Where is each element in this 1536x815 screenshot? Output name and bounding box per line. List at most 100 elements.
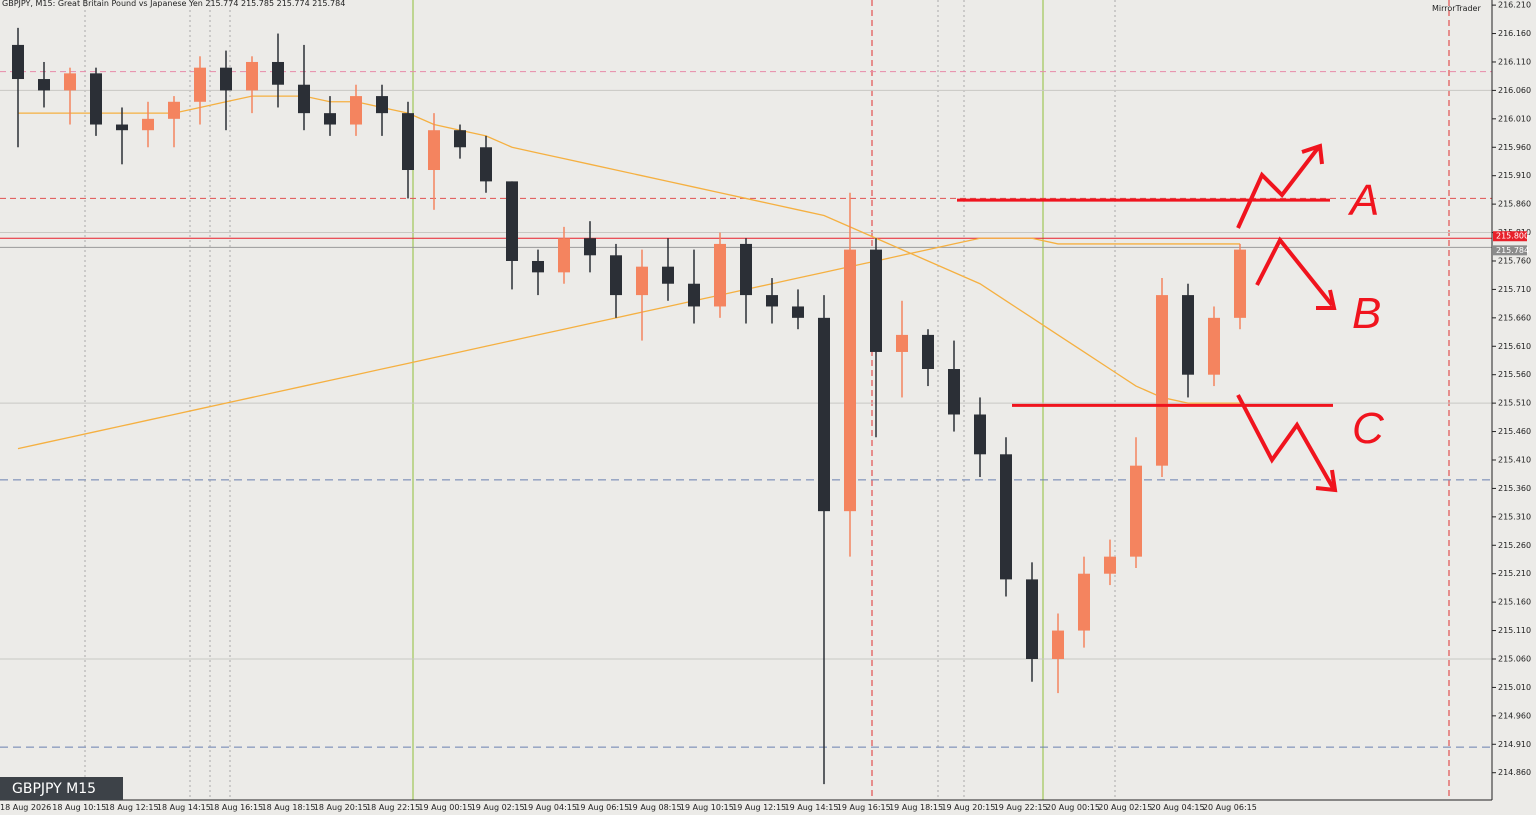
- candle-body: [272, 61, 284, 85]
- candle-body: [584, 238, 596, 256]
- chart-title: GBPJPY, M15: Great Britain Pound vs Japa…: [2, 0, 345, 8]
- x-tick-label: 19 Aug 14:15: [785, 803, 839, 812]
- y-tick-label: 215.210: [1498, 569, 1531, 578]
- candle-body: [610, 255, 622, 296]
- price-tag-label: 215.800: [1496, 232, 1529, 241]
- y-tick-label: 215.710: [1498, 285, 1531, 294]
- y-axis-ticks: 216.210 216.160 216.110 216.060 216.010 215.9…: [1492, 1, 1531, 777]
- y-tick-label: 215.410: [1498, 455, 1531, 464]
- arrow-down: [1236, 394, 1338, 493]
- candle-body: [844, 249, 856, 512]
- x-tick-label: 18 Aug 12:15: [105, 803, 159, 812]
- candle-body: [376, 96, 388, 114]
- candle-body: [142, 118, 154, 131]
- candle-body: [1130, 465, 1142, 557]
- candle-body: [636, 266, 648, 296]
- y-tick-label: 215.660: [1498, 313, 1531, 322]
- x-tick-label: 19 Aug 10:15: [680, 803, 734, 812]
- annotations: A B C: [957, 143, 1385, 493]
- watermark: MirrorTrader: [1432, 4, 1481, 13]
- x-tick-label: 19 Aug 02:15: [471, 803, 525, 812]
- candle-body: [246, 61, 258, 91]
- x-tick-label: 19 Aug 22:15: [994, 803, 1048, 812]
- x-tick-label: 18 Aug 22:15: [366, 803, 420, 812]
- y-tick-label: 216.210: [1498, 1, 1531, 10]
- x-tick-label: 18 Aug 18:15: [262, 803, 316, 812]
- y-tick-label: 215.560: [1498, 370, 1531, 379]
- candle-body: [350, 96, 362, 125]
- x-tick-label: 19 Aug 00:15: [418, 803, 472, 812]
- candle-body: [12, 44, 24, 80]
- candle-body: [194, 67, 206, 102]
- candle-body: [402, 113, 414, 171]
- x-tick-label: 20 Aug 02:15: [1098, 803, 1152, 812]
- x-tick-label: 18 Aug 10:15: [52, 803, 106, 812]
- y-tick-label: 215.910: [1498, 171, 1531, 180]
- y-tick-label: 215.260: [1498, 541, 1531, 550]
- symbol-label: GBPJPY M15: [12, 781, 96, 797]
- candle-body: [454, 130, 466, 148]
- x-tick-label: 19 Aug 08:15: [628, 803, 682, 812]
- x-tick-label: 18 Aug 2026: [0, 803, 51, 812]
- candle-body: [428, 130, 440, 171]
- candle-body: [220, 67, 232, 91]
- y-tick-label: 215.610: [1498, 342, 1531, 351]
- candle-body: [38, 79, 50, 91]
- candle-body: [714, 243, 726, 307]
- candle-body: [1052, 630, 1064, 659]
- candle-body: [116, 124, 128, 131]
- candle-body: [792, 306, 804, 318]
- candle-body: [688, 283, 700, 307]
- x-tick-label: 20 Aug 04:15: [1151, 803, 1205, 812]
- candle-body: [1026, 579, 1038, 659]
- candle-body: [662, 266, 674, 284]
- x-tick-label: 18 Aug 20:15: [314, 803, 368, 812]
- y-tick-label: 216.160: [1498, 29, 1531, 38]
- candle-body: [740, 243, 752, 296]
- x-tick-label: 19 Aug 20:15: [941, 803, 995, 812]
- price-tag: [1493, 231, 1527, 242]
- x-tick-label: 18 Aug 16:15: [209, 803, 263, 812]
- y-tick-label: 216.060: [1498, 86, 1531, 95]
- symbol-badge: [0, 777, 123, 800]
- y-tick-label: 215.860: [1498, 200, 1531, 209]
- x-tick-label: 19 Aug 18:15: [889, 803, 943, 812]
- arrow-down: [1255, 236, 1337, 310]
- candle-body: [1000, 454, 1012, 580]
- candle-body: [298, 84, 310, 114]
- y-tick-label: 215.060: [1498, 654, 1531, 663]
- candle-body: [1156, 295, 1168, 466]
- y-tick-label: 216.010: [1498, 114, 1531, 123]
- y-tick-label: 214.910: [1498, 740, 1531, 749]
- moving-average: [18, 95, 1240, 404]
- candle-body: [168, 101, 180, 119]
- price-tag-label: 215.784: [1496, 246, 1529, 255]
- y-tick-label: 215.010: [1498, 683, 1531, 692]
- scenario-label: C: [1352, 404, 1385, 453]
- candle-body: [506, 181, 518, 261]
- candle-body: [818, 317, 830, 512]
- candle-body: [1182, 295, 1194, 375]
- moving-average: [17, 237, 1240, 450]
- y-tick-label: 214.860: [1498, 768, 1531, 777]
- candle-body: [558, 238, 570, 273]
- y-tick-label: 215.160: [1498, 598, 1531, 607]
- x-tick-label: 19 Aug 04:15: [523, 803, 577, 812]
- candle-body: [870, 249, 882, 352]
- x-tick-label: 19 Aug 12:15: [732, 803, 786, 812]
- candle-body: [480, 147, 492, 182]
- price-tag: [1493, 245, 1527, 256]
- x-tick-label: 20 Aug 00:15: [1046, 803, 1100, 812]
- candle-body: [324, 113, 336, 125]
- candle-body: [1208, 317, 1220, 375]
- y-tick-label: 215.960: [1498, 143, 1531, 152]
- candle-body: [922, 334, 934, 370]
- y-tick-label: 215.460: [1498, 427, 1531, 436]
- scenario-label: B: [1352, 289, 1381, 338]
- candle-body: [90, 73, 102, 125]
- y-tick-label: 215.360: [1498, 484, 1531, 493]
- candle-body: [1104, 556, 1116, 574]
